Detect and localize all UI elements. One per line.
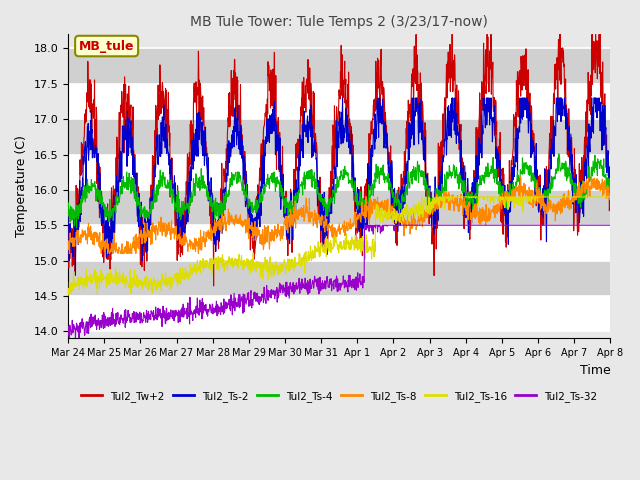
Bar: [68, 296, 611, 331]
Y-axis label: Temperature (C): Temperature (C): [15, 135, 28, 237]
Bar: [68, 155, 611, 190]
Bar: [68, 261, 611, 296]
Text: MB_tule: MB_tule: [79, 39, 134, 52]
Bar: [68, 225, 611, 261]
X-axis label: Time: Time: [580, 363, 611, 377]
Bar: [68, 84, 611, 119]
Title: MB Tule Tower: Tule Temps 2 (3/23/17-now): MB Tule Tower: Tule Temps 2 (3/23/17-now…: [190, 15, 488, 29]
Bar: [68, 190, 611, 225]
Bar: [68, 48, 611, 84]
Bar: [68, 119, 611, 155]
Legend: Tul2_Tw+2, Tul2_Ts-2, Tul2_Ts-4, Tul2_Ts-8, Tul2_Ts-16, Tul2_Ts-32: Tul2_Tw+2, Tul2_Ts-2, Tul2_Ts-4, Tul2_Ts…: [77, 387, 602, 406]
